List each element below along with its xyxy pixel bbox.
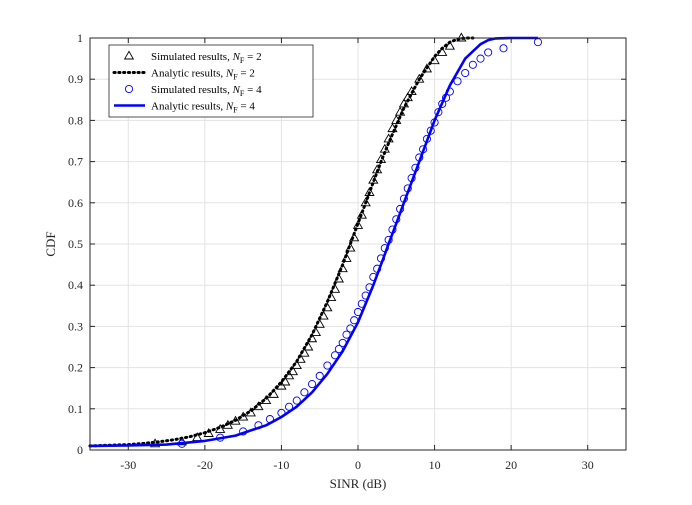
legend-label: Simulated results, NF = 2: [151, 51, 262, 65]
y-tick-label: 0.4: [68, 278, 83, 292]
y-axis-label: CDF: [43, 231, 58, 256]
x-tick-label: -10: [273, 458, 289, 472]
series-layer: [88, 32, 542, 448]
data-point: [364, 186, 375, 196]
data-point: [484, 48, 493, 57]
data-point: [292, 396, 301, 405]
series-2: [88, 36, 475, 448]
data-point: [356, 209, 367, 219]
data-point: [300, 388, 309, 397]
legend-label: Analytic results, NF = 2: [151, 68, 255, 82]
data-point: [352, 219, 364, 229]
y-tick-label: 0.1: [68, 402, 83, 416]
x-tick-label: 0: [355, 458, 361, 472]
x-tick-label: 20: [505, 458, 517, 472]
data-point: [499, 44, 508, 53]
x-tick-label: 30: [582, 458, 594, 472]
legend-label: Simulated results, NF = 4: [151, 84, 262, 98]
data-point: [421, 63, 433, 73]
data-point: [476, 54, 485, 63]
y-tick-label: 0.8: [68, 113, 83, 127]
legend-label: Analytic results, NF = 4: [151, 101, 255, 115]
legend-marker: [124, 84, 134, 94]
series-line: [89, 36, 538, 448]
x-tick-label: 10: [429, 458, 441, 472]
data-point: [468, 60, 477, 69]
series-4: [89, 36, 538, 448]
data-point: [414, 73, 425, 83]
series-line: [88, 36, 475, 448]
ticks: -30 -20 -10 0 10 20 30 0 0.1 0.2 0.3 0.4 0.5 0.6 0.7 0.…: [68, 31, 626, 472]
y-tick-label: 0: [77, 443, 83, 457]
y-tick-label: 0.9: [68, 72, 83, 86]
data-point: [308, 380, 317, 389]
x-tick-label: -20: [197, 458, 213, 472]
y-tick-label: 0.7: [68, 155, 83, 169]
data-point: [315, 371, 324, 380]
y-tick-label: 0.5: [68, 237, 83, 251]
legend-marker: [123, 50, 135, 60]
data-point: [323, 361, 332, 370]
x-axis-label: SINR (dB): [330, 476, 387, 491]
data-point: [295, 353, 306, 363]
data-point: [533, 38, 542, 47]
y-tick-label: 0.3: [68, 319, 83, 333]
data-point: [287, 366, 299, 376]
y-tick-label: 0.6: [68, 196, 83, 210]
y-tick-label: 0.2: [68, 361, 83, 375]
data-point: [303, 341, 314, 351]
x-tick-label: -30: [120, 458, 136, 472]
data-point: [453, 77, 462, 86]
data-point: [461, 68, 470, 78]
y-tick-label: 1: [77, 31, 83, 45]
legend: Simulated results, NF = 2 Analytic result…: [108, 44, 314, 118]
